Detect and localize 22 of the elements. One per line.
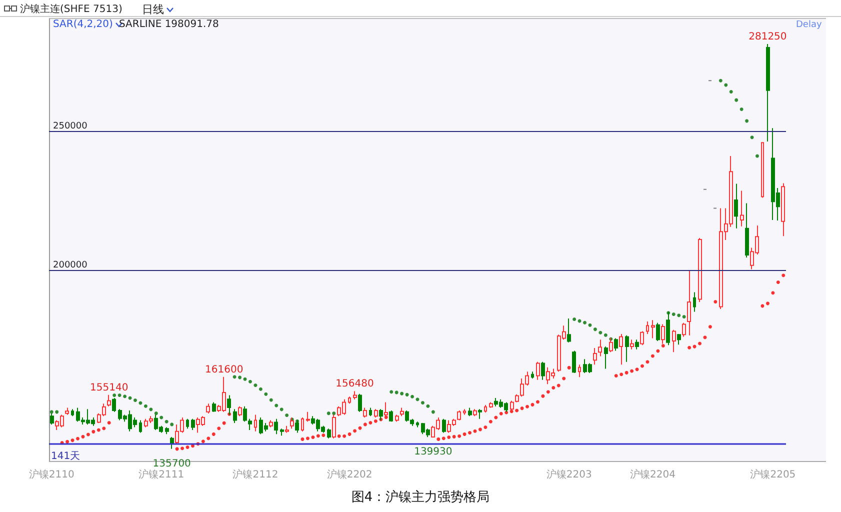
x-tick-label: 沪镍2203 [546, 468, 592, 480]
x-tick-label: 沪镍2204 [630, 468, 676, 480]
x-tick-label: 沪镍2205 [750, 468, 796, 480]
annotation: SAR(4,2,20) [53, 19, 113, 30]
annotation: 135700 [152, 458, 191, 470]
text: 图4：沪镍主力强势格局 [351, 489, 490, 506]
text: 日线 [142, 2, 164, 17]
x-tick-label: 沪镍2202 [326, 468, 372, 480]
x-tick-label: 沪镍2111 [138, 468, 184, 480]
y-tick-label: 200000 [53, 260, 88, 271]
text: Delay [796, 20, 822, 30]
x-tick-label: 沪镍2112 [232, 468, 278, 480]
annotation: SARLINE 198091.78 [119, 19, 219, 30]
annotation: 141天 [51, 450, 80, 463]
chart-subtitle: 沪镍主连(SHFE 7513) [20, 2, 122, 16]
annotation: 281250 [748, 32, 787, 43]
annotation: 161600 [205, 364, 244, 376]
annotation: 155140 [90, 382, 128, 394]
y-tick-label: 250000 [53, 121, 88, 132]
x-tick-label: 沪镍2110 [28, 468, 74, 480]
annotation: 139930 [414, 446, 452, 458]
annotation: 156480 [336, 378, 374, 390]
